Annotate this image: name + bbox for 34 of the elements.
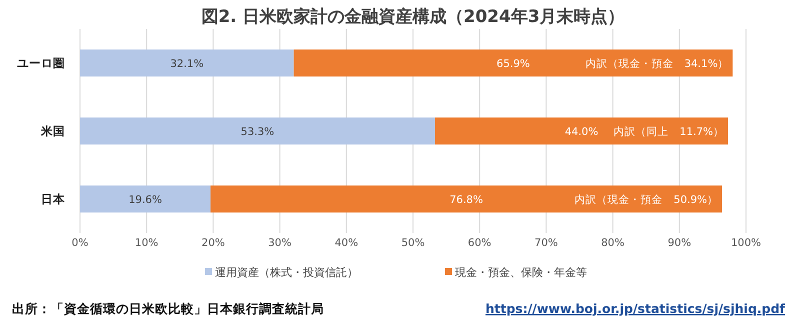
x-tick-label: 80% bbox=[601, 237, 624, 249]
x-tick-label: 50% bbox=[401, 237, 425, 249]
data-label: 53.3% bbox=[240, 126, 274, 138]
data-label: 76.8% bbox=[450, 194, 483, 206]
chart-title: 図2. 日米欧家計の金融資産構成（2024年3月末時点） bbox=[201, 7, 625, 27]
legend-label: 運用資産（株式・投資信託） bbox=[215, 266, 358, 279]
x-tick-label: 10% bbox=[134, 237, 158, 249]
x-tick-label: 60% bbox=[468, 237, 492, 249]
annotation: 内訳（現金・預金 50.9%） bbox=[574, 193, 718, 206]
bar bbox=[210, 186, 722, 212]
bar bbox=[434, 118, 728, 144]
x-tick-label: 30% bbox=[268, 237, 292, 249]
x-tick-label: 70% bbox=[534, 237, 558, 249]
annotation: 内訳（同上 11.7%） bbox=[614, 125, 724, 138]
bar bbox=[294, 50, 733, 76]
x-tick-label: 40% bbox=[334, 237, 358, 249]
x-tick-label: 90% bbox=[668, 237, 692, 249]
text: https://www.boj.or.jp/statistics/sj/sjhiq.pdf bbox=[486, 301, 786, 316]
x-tick-label: 20% bbox=[202, 237, 225, 249]
bar bbox=[80, 186, 211, 212]
x-tick-label: 100% bbox=[730, 237, 762, 249]
data-label: 44.0% bbox=[564, 126, 598, 138]
x-tick-label: 0% bbox=[72, 237, 88, 249]
y-tick-label: 日本 bbox=[41, 192, 66, 206]
annotation: 内訳（現金・預金 34.1%） bbox=[585, 57, 729, 70]
bar bbox=[80, 118, 435, 144]
y-tick-label: 米国 bbox=[40, 124, 65, 138]
bar bbox=[80, 50, 294, 76]
legend-label: 現金・預金、保険・年金等 bbox=[455, 266, 587, 279]
data-label: 19.6% bbox=[128, 194, 162, 206]
data-label: 32.1% bbox=[170, 58, 204, 70]
y-tick-label: ユーロ圏 bbox=[17, 56, 65, 70]
text: 出所：「資金循環の日米欧比較」日本銀行調査統計局 bbox=[12, 301, 324, 316]
data-label: 65.9% bbox=[496, 58, 530, 70]
